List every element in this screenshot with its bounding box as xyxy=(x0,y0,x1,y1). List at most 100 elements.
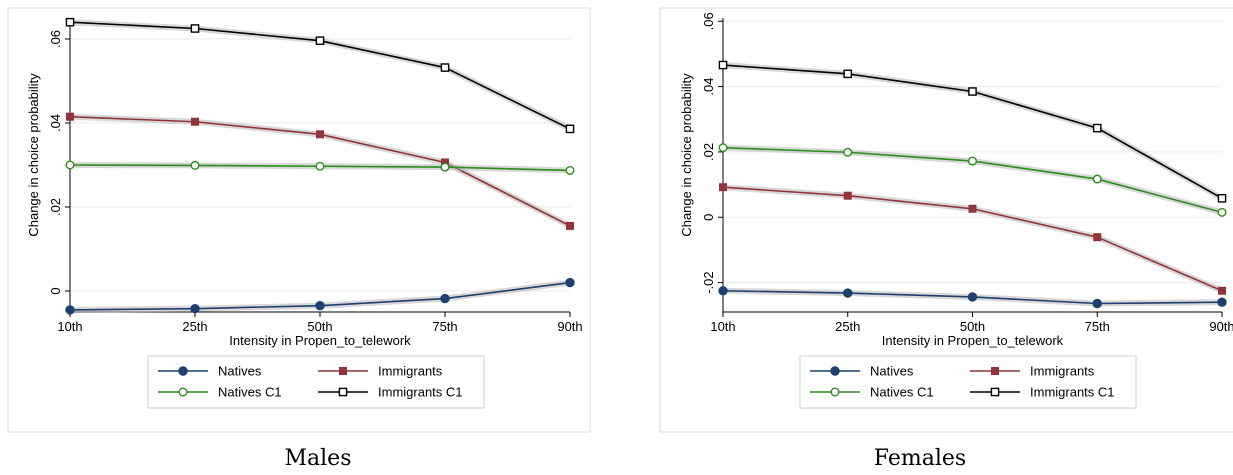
data-point xyxy=(1217,297,1227,307)
data-point xyxy=(190,24,200,33)
x-tick-label: 25th xyxy=(182,319,207,334)
y-axis-label: Change in choice probability xyxy=(26,73,41,237)
data-point xyxy=(440,63,450,72)
x-tick-label: 10th xyxy=(57,319,82,334)
y-tick-label: .02 xyxy=(48,198,63,216)
legend-entry: Immigrants C1 xyxy=(318,385,463,400)
series-natives xyxy=(718,286,1227,309)
legend-label: Natives C1 xyxy=(870,385,934,400)
data-point xyxy=(1092,174,1102,184)
y-tick-label: .04 xyxy=(48,114,63,132)
data-point xyxy=(65,17,75,27)
data-point xyxy=(566,221,574,230)
data-point xyxy=(1092,298,1102,309)
series-immigrants-c1 xyxy=(65,17,575,134)
data-point xyxy=(1218,286,1226,295)
data-point xyxy=(968,87,977,96)
data-point xyxy=(718,286,728,296)
y-axis-label: Change in choice probability xyxy=(679,73,694,237)
data-point xyxy=(843,147,853,157)
legend-entry: Immigrants xyxy=(318,364,443,379)
legend-box xyxy=(147,355,485,409)
data-point xyxy=(1092,123,1102,133)
data-point xyxy=(968,156,978,166)
legend-marker xyxy=(339,367,347,375)
legend-entry: Immigrants xyxy=(970,364,1095,379)
legend-box xyxy=(799,355,1137,409)
data-point xyxy=(191,117,199,126)
x-tick-label: 50th xyxy=(307,319,332,334)
legend: Natives Immigrants Natives C1 Immigrants C1 xyxy=(147,355,485,409)
legend-entry: Immigrants C1 xyxy=(970,385,1115,400)
data-point xyxy=(968,204,977,213)
y-tick-label: .04 xyxy=(701,78,716,96)
data-point xyxy=(190,303,200,314)
series-immigrants xyxy=(719,183,1226,295)
data-point xyxy=(65,160,75,170)
legend-entry: Natives C1 xyxy=(158,385,282,400)
legend-marker xyxy=(990,387,1000,397)
data-point xyxy=(1217,207,1227,217)
y-tick-label: 0 xyxy=(701,214,716,221)
series-natives-c1 xyxy=(718,143,1227,217)
x-tick-label: 50th xyxy=(960,319,985,334)
data-point xyxy=(1217,194,1227,203)
legend-label: Immigrants C1 xyxy=(1030,385,1115,400)
panel-caption: Males xyxy=(285,446,352,471)
data-point xyxy=(718,60,728,70)
x-tick-label: 25th xyxy=(835,319,860,334)
series-natives-c1 xyxy=(65,160,575,175)
series-natives xyxy=(65,277,575,315)
data-point xyxy=(967,292,978,302)
y-tick-label: .06 xyxy=(701,12,716,30)
y-tick-label: .02 xyxy=(701,143,716,161)
legend-label: Natives xyxy=(218,364,262,379)
data-point xyxy=(65,305,75,315)
x-tick-label: 10th xyxy=(710,319,735,334)
y-tick-label: .06 xyxy=(48,30,63,48)
legend-marker xyxy=(830,387,840,397)
y-tick-label: 0 xyxy=(48,287,63,294)
legend-label: Immigrants C1 xyxy=(378,385,463,400)
legend-marker xyxy=(830,366,840,376)
x-axis-label: Intensity in Propen_to_telework xyxy=(229,333,411,348)
data-point xyxy=(843,288,853,298)
legend-marker xyxy=(338,387,348,397)
data-point xyxy=(316,130,324,139)
legend-label: Natives xyxy=(870,364,914,379)
chart-panel-females: -.02 0 .02 .04 .06 10th 25th 50th 75th 90th Intens… xyxy=(659,7,1233,433)
legend-entry: Natives xyxy=(810,364,914,379)
data-point xyxy=(440,162,450,172)
y-tick-label: -.02 xyxy=(701,271,716,293)
data-point xyxy=(718,143,728,153)
data-point xyxy=(565,124,575,134)
data-point xyxy=(565,165,575,175)
legend: Natives Immigrants Natives C1 Immigrants C1 xyxy=(799,355,1137,409)
legend-label: Natives C1 xyxy=(218,385,282,400)
legend-marker xyxy=(178,366,188,376)
x-tick-label: 90th xyxy=(557,319,582,334)
data-point xyxy=(843,191,852,200)
series-immigrants-c1 xyxy=(718,60,1227,203)
legend-entry: Natives C1 xyxy=(810,385,934,400)
x-tick-label: 75th xyxy=(432,319,457,334)
data-point xyxy=(315,301,325,311)
legend-marker xyxy=(991,367,999,375)
legend-entry: Natives xyxy=(158,364,262,379)
panel-caption: Females xyxy=(874,446,966,471)
legend-label: Immigrants xyxy=(1030,364,1095,379)
data-point xyxy=(440,293,450,304)
data-point xyxy=(719,183,727,192)
x-tick-label: 90th xyxy=(1209,319,1233,334)
x-axis-label: Intensity in Propen_to_telework xyxy=(882,333,1064,348)
legend-label: Immigrants xyxy=(378,364,443,379)
data-point xyxy=(66,112,74,121)
data-point xyxy=(190,160,200,170)
legend-marker xyxy=(178,387,188,397)
x-tick-label: 75th xyxy=(1085,319,1110,334)
data-point xyxy=(315,161,325,171)
data-point xyxy=(843,69,853,79)
data-point xyxy=(315,36,325,45)
data-point xyxy=(565,277,575,288)
